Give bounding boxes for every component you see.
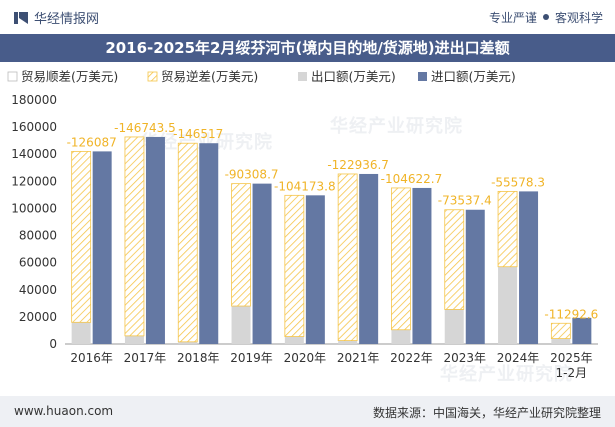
deficit-bar-5 xyxy=(337,173,358,342)
slogan-left: 专业严谨 xyxy=(488,11,537,25)
y-tick-label-6: 120000 xyxy=(11,174,57,188)
watermark-3: 华经产业研究院 xyxy=(440,364,573,385)
brand: 华经情报网 xyxy=(14,8,99,27)
deficit-label-0: -126087 xyxy=(67,135,117,149)
export-bar-0 xyxy=(71,322,91,344)
legend-swatch-2 xyxy=(298,72,307,81)
footer: www.huaon.com 数据来源：中国海关，华经产业研究院整理 xyxy=(0,396,615,427)
y-tick-label-7: 140000 xyxy=(11,147,57,161)
y-tick-label-2: 40000 xyxy=(19,283,57,297)
footer-site: www.huaon.com xyxy=(14,404,114,418)
export-bar-6 xyxy=(391,329,411,344)
y-tick-label-1: 20000 xyxy=(19,310,57,324)
export-bar-5 xyxy=(338,340,358,344)
deficit-bar-2 xyxy=(177,142,198,343)
watermark-2: 华经产业研究院 xyxy=(140,132,273,153)
slogan-right: 客观科学 xyxy=(554,11,603,25)
export-bar-9 xyxy=(551,338,571,344)
y-tick-label-8: 160000 xyxy=(11,120,57,134)
deficit-bar-3 xyxy=(231,183,251,307)
deficit-bar-9 xyxy=(550,322,571,339)
import-bar-7 xyxy=(465,209,485,344)
deficit-label-2: -146517 xyxy=(173,127,223,141)
y-tick-label-4: 80000 xyxy=(19,229,57,243)
deficit-bar-7 xyxy=(444,209,465,310)
import-bar-0 xyxy=(92,151,112,344)
chart: 贸易顺差(万美元) 贸易逆差(万美元) 出口额(万美元) 进口额(万美元) 0 2000… xyxy=(7,69,599,380)
deficit-bar-4 xyxy=(284,194,305,337)
data-labels: -126087-146743.5-146517 -90308.7-104173.8… xyxy=(67,121,599,321)
y-tick-label-9: 180000 xyxy=(11,93,57,107)
deficit-bar-8 xyxy=(497,190,518,268)
deficit-label-8: -55578.3 xyxy=(491,175,545,189)
chart-title: 2016-2025年2月绥芬河市(境内目的地/货源地)进出口差额 xyxy=(0,34,615,62)
deficit-label-4: -104173.8 xyxy=(274,179,336,193)
deficit-label-3: -90308.7 xyxy=(225,168,279,182)
deficit-label-1: -146743.5 xyxy=(114,121,176,135)
footer-source: 数据来源：中国海关，华经产业研究院整理 xyxy=(372,406,601,420)
x-tick-label-4: 2020年 xyxy=(284,351,327,365)
y-axis: 0 20000 40000 60000 80000 100000 120000 140000 1… xyxy=(11,93,57,351)
deficit-label-9: -11292.6 xyxy=(544,307,598,321)
watermark: 华经产业研究院 xyxy=(330,116,463,137)
deficit-label-6: -104622.7 xyxy=(381,172,443,186)
top-bar: 华经情报网 专业严谨 客观科学 xyxy=(0,0,615,34)
bars xyxy=(71,136,592,344)
deficit-label-7: -73537.4 xyxy=(438,194,492,208)
legend-label-1: 贸易逆差(万美元) xyxy=(161,69,258,84)
x-tick-label-9: 2025年 xyxy=(550,351,593,365)
deficit-label-5: -122936.7 xyxy=(327,158,389,172)
legend-label-3: 进口额(万美元) xyxy=(431,69,516,84)
x-tick-label-5: 2021年 xyxy=(337,351,380,365)
y-tick-label-3: 60000 xyxy=(19,256,57,270)
slogan-dot-icon xyxy=(542,14,549,20)
legend-label-2: 出口额(万美元) xyxy=(311,69,396,84)
legend: 贸易顺差(万美元) 贸易逆差(万美元) 出口额(万美元) 进口额(万美元) xyxy=(7,69,516,84)
brand-logo-icon xyxy=(14,12,28,24)
legend-label-0: 贸易顺差(万美元) xyxy=(21,69,118,84)
x-tick-label-7: 2023年 xyxy=(443,351,486,365)
import-bar-8 xyxy=(519,191,539,344)
x-tick-label-6: 2022年 xyxy=(390,351,433,365)
export-bar-8 xyxy=(498,266,518,344)
legend-swatch-1 xyxy=(147,71,158,82)
import-bar-2 xyxy=(199,143,219,344)
deficit-bar-1 xyxy=(124,136,145,337)
export-bar-1 xyxy=(124,335,144,344)
legend-swatch-3 xyxy=(418,72,427,81)
x-tick-label-3: 2019年 xyxy=(230,351,273,365)
export-bar-2 xyxy=(178,341,198,344)
slogan: 专业严谨 客观科学 xyxy=(489,9,603,26)
x-tick-label-8: 2024年 xyxy=(497,351,540,365)
y-tick-label-5: 100000 xyxy=(11,201,57,215)
legend-swatch-0 xyxy=(7,71,18,82)
x-tick-label-2: 2018年 xyxy=(177,351,220,365)
export-bar-3 xyxy=(231,306,251,344)
export-bar-7 xyxy=(444,309,464,344)
import-bar-3 xyxy=(252,183,272,344)
export-bar-4 xyxy=(284,336,304,344)
import-bar-9 xyxy=(572,317,592,344)
x-tick-label-1: 2017年 xyxy=(124,351,167,365)
import-bar-1 xyxy=(145,136,165,344)
import-bar-4 xyxy=(305,195,325,344)
deficit-bar-6 xyxy=(391,187,411,331)
y-tick-label-0: 0 xyxy=(49,337,57,351)
x-tick-label-0: 2016年 xyxy=(70,351,113,365)
import-bar-6 xyxy=(412,187,432,344)
x-axis: 2016年 2017年 2018年 2019年 2020年 2021年 2022年 2023年… xyxy=(65,343,598,380)
deficit-bar-0 xyxy=(71,150,92,323)
import-bar-5 xyxy=(359,173,379,344)
brand-name: 华经情报网 xyxy=(34,12,100,27)
x-tick-label-9-line2: 1-2月 xyxy=(556,366,588,380)
